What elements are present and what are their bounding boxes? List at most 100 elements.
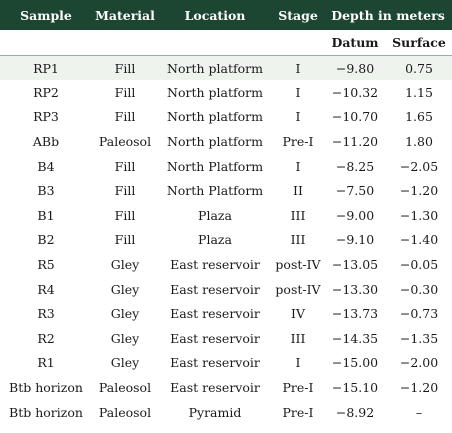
- cell-location: East reservoir: [170, 380, 260, 396]
- cell-material: Fill: [114, 183, 136, 199]
- cell-sample: R2: [37, 330, 55, 346]
- cell-sample: ABb: [32, 134, 60, 150]
- cell-datum: −9.10: [335, 232, 375, 248]
- cell-material: Fill: [114, 109, 136, 125]
- cell-surface: 1.15: [405, 84, 433, 100]
- table-row: R2 Gley East reservoir III −14.35 −1.35: [0, 326, 452, 351]
- subheader-empty: [0, 30, 92, 56]
- cell-stage: III: [290, 207, 306, 223]
- cell-material: Gley: [110, 281, 140, 297]
- cell-stage: III: [290, 232, 306, 248]
- cell-material: Fill: [114, 232, 136, 248]
- header-material: Material: [92, 0, 158, 30]
- cell-stage: I: [272, 55, 324, 81]
- cell-sample: R5: [37, 257, 55, 273]
- cell-location: Plaza: [198, 232, 232, 248]
- header-depth: Depth in meters: [324, 0, 452, 30]
- cell-location: East reservoir: [170, 306, 260, 322]
- subheader-surface: Surface: [386, 30, 452, 56]
- cell-surface: −1.30: [399, 207, 439, 223]
- cell-material: Paleosol: [98, 380, 152, 396]
- cell-datum: −8.92: [335, 404, 375, 420]
- cell-material: Fill: [114, 207, 136, 223]
- table-row: R5 Gley East reservoir post-IV −13.05 −0.05: [0, 252, 452, 277]
- cell-material: Gley: [110, 355, 140, 371]
- table-row: B3 Fill North Platform II −7.50 −1.20: [0, 178, 452, 203]
- cell-stage: IV: [291, 306, 305, 322]
- table-row: B4 Fill North Platform I −8.25 −2.05: [0, 154, 452, 179]
- cell-datum: −15.10: [331, 380, 379, 396]
- table-row: ABb Paleosol North platform Pre-I −11.20 1.80: [0, 129, 452, 154]
- table-body: RP1 Fill North platform I −9.80 0.75 RP2 Fill No…: [0, 55, 452, 425]
- cell-sample: R1: [37, 355, 55, 371]
- cell-surface: −1.40: [399, 232, 439, 248]
- cell-sample: RP3: [33, 109, 59, 125]
- table-row: R1 Gley East reservoir I −15.00 −2.00: [0, 351, 452, 376]
- header-location: Location: [158, 0, 272, 30]
- cell-stage: I: [295, 109, 301, 125]
- cell-sample: Btb horizon: [9, 380, 83, 396]
- table-row: RP2 Fill North platform I −10.32 1.15: [0, 80, 452, 105]
- cell-datum: −13.05: [331, 257, 379, 273]
- cell-location: East reservoir: [170, 355, 260, 371]
- cell-material: Paleosol: [98, 404, 152, 420]
- cell-surface: 0.75: [386, 55, 452, 81]
- cell-datum: −11.20: [331, 134, 379, 150]
- cell-stage: Pre-I: [282, 404, 314, 420]
- cell-datum: −10.32: [331, 84, 379, 100]
- cell-surface: −1.35: [399, 330, 439, 346]
- cell-location: East reservoir: [170, 330, 260, 346]
- cell-datum: −15.00: [331, 355, 379, 371]
- cell-material: Fill: [114, 158, 136, 174]
- cell-material: Gley: [110, 306, 140, 322]
- table-row: Btb horizon Paleosol East reservoir Pre-I −1…: [0, 375, 452, 400]
- table-row: R3 Gley East reservoir IV −13.73 −0.73: [0, 301, 452, 326]
- cell-material: Fill: [92, 55, 158, 81]
- table-row: B2 Fill Plaza III −9.10 −1.40: [0, 228, 452, 253]
- cell-location: North Platform: [166, 158, 264, 174]
- cell-location: East reservoir: [170, 281, 260, 297]
- cell-sample: RP1: [0, 55, 92, 81]
- table-row: B1 Fill Plaza III −9.00 −1.30: [0, 203, 452, 228]
- table-row: Btb horizon Paleosol Pyramid Pre-I −8.92 –: [0, 400, 452, 425]
- cell-surface: −1.20: [399, 183, 439, 199]
- cell-sample: Btb horizon: [9, 404, 83, 420]
- cell-surface: −2.00: [399, 355, 439, 371]
- cell-stage: III: [290, 330, 306, 346]
- subheader-empty: [92, 30, 158, 56]
- cell-sample: B4: [37, 158, 55, 174]
- cell-stage: Pre-I: [282, 134, 314, 150]
- cell-surface: –: [415, 404, 423, 420]
- header-row: Sample Material Location Stage Depth in …: [0, 0, 452, 30]
- cell-stage: post-IV: [275, 281, 321, 297]
- cell-surface: −0.30: [399, 281, 439, 297]
- cell-location: North platform: [158, 55, 272, 81]
- cell-sample: R3: [37, 306, 55, 322]
- cell-location: North platform: [167, 84, 263, 100]
- subheader-row: Datum Surface: [0, 30, 452, 56]
- cell-datum: −14.35: [331, 330, 379, 346]
- cell-surface: −0.05: [399, 257, 439, 273]
- cell-material: Fill: [114, 84, 136, 100]
- subheader-datum: Datum: [324, 30, 386, 56]
- cell-location: Pyramid: [188, 404, 242, 420]
- cell-sample: RP2: [33, 84, 59, 100]
- table-row: RP1 Fill North platform I −9.80 0.75: [0, 55, 452, 81]
- cell-surface: 1.80: [405, 134, 433, 150]
- cell-location: Plaza: [198, 207, 232, 223]
- cell-datum: −13.30: [331, 281, 379, 297]
- cell-stage: I: [295, 355, 301, 371]
- subheader-empty: [272, 30, 324, 56]
- cell-location: East reservoir: [170, 257, 260, 273]
- cell-datum: −7.50: [335, 183, 375, 199]
- cell-datum: −8.25: [335, 158, 375, 174]
- table-row: R4 Gley East reservoir post-IV −13.30 −0.30: [0, 277, 452, 302]
- cell-stage: Pre-I: [282, 380, 314, 396]
- cell-surface: 1.65: [405, 109, 433, 125]
- cell-material: Paleosol: [98, 134, 152, 150]
- cell-location: North platform: [167, 134, 263, 150]
- header-stage: Stage: [272, 0, 324, 30]
- cell-datum: −9.80: [324, 55, 386, 81]
- cell-stage: post-IV: [275, 257, 321, 273]
